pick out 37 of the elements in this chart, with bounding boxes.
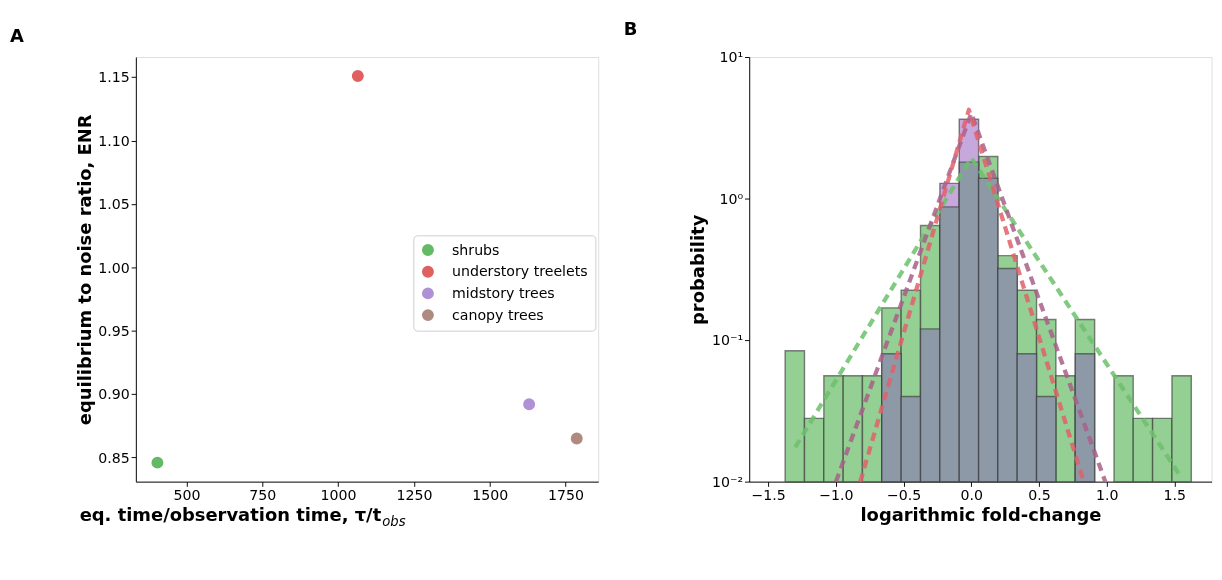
y-tick-label: 10⁰ xyxy=(719,190,744,207)
legend-label: shrubs xyxy=(452,241,500,258)
x-tick-label: 0.0 xyxy=(960,487,984,504)
x-tick-label: 750 xyxy=(249,487,277,504)
x-tick-label: 0.5 xyxy=(1028,487,1051,504)
chart-title: B xyxy=(623,18,638,40)
y-tick-label: 0.95 xyxy=(98,323,130,339)
x-tick-label: −0.5 xyxy=(886,487,922,504)
point xyxy=(523,398,536,411)
y-axis-title: probability xyxy=(687,214,709,325)
point xyxy=(151,456,164,469)
x-tick-label: 1500 xyxy=(472,487,509,504)
x-tick-label: 1250 xyxy=(396,487,433,504)
x-tick-label: 1.0 xyxy=(1095,487,1119,504)
legend-label: midstory trees xyxy=(452,285,555,302)
y-tick-label: 0.85 xyxy=(98,449,130,466)
y-tick-label: 10⁻² xyxy=(711,473,744,490)
x-tick-label: 1000 xyxy=(320,487,357,504)
x-tick-label: −1.5 xyxy=(751,487,786,504)
y-tick-label: 1.15 xyxy=(98,69,130,86)
y-tick-label: 0.90 xyxy=(98,386,130,403)
y-tick-label: 10¹ xyxy=(719,49,744,66)
y-tick-label: 10⁻¹ xyxy=(711,332,744,349)
legend-label: canopy trees xyxy=(452,306,544,323)
chart-title: A xyxy=(10,24,24,46)
y-tick-label: 1.10 xyxy=(98,132,130,149)
x-axis-title: logarithmic fold-change xyxy=(860,503,1102,525)
y-tick-label: 1.05 xyxy=(98,196,130,213)
point xyxy=(351,70,364,82)
x-tick-label: 1750 xyxy=(547,487,584,504)
point xyxy=(570,432,583,445)
x-tick-label: −1.0 xyxy=(819,487,854,504)
y-axis-title: equilibrium to noise ratio, ENR xyxy=(73,114,95,426)
y-tick-label: 1.00 xyxy=(98,259,130,276)
legend-label: understory treelets xyxy=(452,263,588,280)
x-tick-label: 500 xyxy=(173,487,201,504)
x-tick-label: 1.5 xyxy=(1163,487,1187,504)
